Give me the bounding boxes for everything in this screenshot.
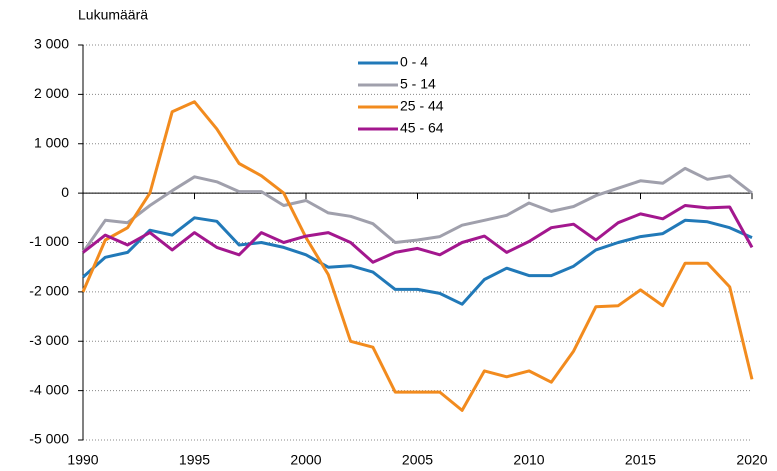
y-tick-label: -1 000 [29,233,69,249]
x-tick-label: 2020 [736,452,767,468]
y-tick-label: 1 000 [34,134,69,150]
y-tick-label: -4 000 [29,381,69,397]
x-tick-label: 2015 [625,452,656,468]
x-tick-label: 2005 [402,452,433,468]
y-tick-label: -5 000 [29,431,69,447]
y-tick-label: -3 000 [29,332,69,348]
legend-label: 5 - 14 [400,76,436,92]
legend-label: 25 - 44 [400,98,444,114]
series-line [81,100,754,412]
x-tick-label: 2000 [290,452,321,468]
series-line [82,204,754,264]
series-line [81,166,753,254]
y-tick-label: -2 000 [29,283,69,299]
x-tick-label: 1995 [179,452,210,468]
y-axis-label: Lukumäärä [78,7,148,23]
y-tick-label: 3 000 [34,36,69,52]
legend-label: 0 - 4 [400,54,428,70]
legend-label: 45 - 64 [400,120,444,136]
y-tick-label: 0 [61,184,69,200]
y-tick-label: 2 000 [34,85,69,101]
x-tick-label: 2010 [513,452,544,468]
x-tick-label: 1990 [67,452,98,468]
series-line [82,216,753,306]
